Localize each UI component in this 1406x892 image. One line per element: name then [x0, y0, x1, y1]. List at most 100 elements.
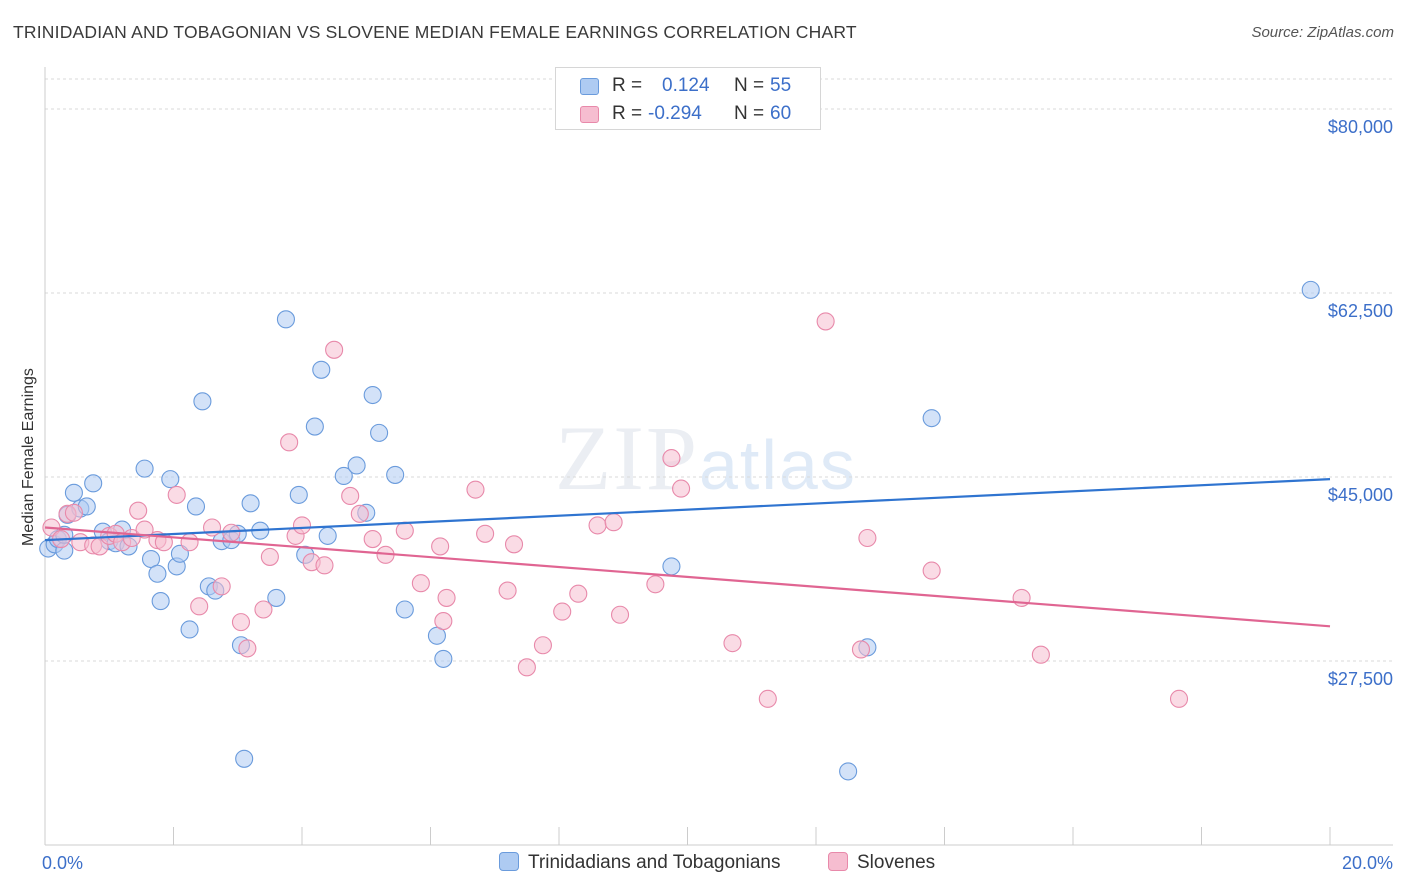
legend-n-label: N = [734, 103, 765, 124]
slovene-point [588, 516, 607, 535]
trinidadian-point [370, 423, 389, 442]
trinidadian-point [839, 762, 858, 781]
x-tick-label: 0.0% [42, 853, 83, 873]
trinidadian-point [186, 497, 206, 516]
legend-swatch-pink [828, 852, 848, 871]
trinidadian-point [151, 592, 170, 611]
legend-n-value: 60 [770, 103, 792, 124]
watermark-atlas: atlas [699, 426, 857, 504]
slovene-point [411, 574, 430, 593]
legend-label: Slovenes [857, 852, 936, 873]
trinidadian-point [386, 465, 405, 484]
slovene-point [646, 575, 665, 594]
slovene-point [858, 528, 877, 548]
trinidadian-point [241, 494, 260, 513]
slovene-point [180, 533, 199, 552]
slovene-point [260, 547, 279, 566]
legend-label: Trinidadians and Tobagonians [528, 852, 781, 873]
slovene-point [350, 504, 369, 523]
slovene-point [569, 584, 588, 603]
slovene-point [254, 600, 273, 619]
trinidadian-point [662, 557, 681, 576]
slovene-point [431, 537, 450, 556]
slovene-point [212, 577, 231, 596]
trinidadian-point [334, 466, 353, 486]
trinidadian-point [289, 485, 308, 504]
series-legend: Trinidadians and Tobagonians Slovenes [0, 850, 1406, 880]
legend-item-trinidadians[interactable]: Trinidadians and Tobagonians [499, 852, 780, 878]
legend-n-value: 55 [770, 75, 792, 96]
slovene-point [280, 433, 299, 452]
trinidadian-point [148, 564, 167, 583]
legend-r-value: -0.294 [648, 103, 702, 124]
slovene-point [363, 530, 382, 549]
slovene-point [1169, 689, 1189, 708]
trinidadian-point [276, 310, 295, 329]
legend-n-label: N = [734, 75, 765, 96]
legend-r-label: R = [612, 103, 643, 124]
trinidadian-point [180, 620, 199, 639]
trinidadian-point [395, 600, 414, 619]
trinidadian-point [84, 474, 103, 493]
trinidadian-point [267, 588, 286, 607]
slovene-point [434, 612, 453, 631]
slovene-point [504, 535, 524, 554]
slovene-point [723, 634, 742, 653]
slovene-point [816, 312, 835, 331]
slovene-point [662, 449, 681, 468]
slovene-point [167, 485, 186, 504]
slovene-point [222, 523, 241, 542]
legend-swatch-pink [580, 106, 599, 123]
slovene-point [341, 486, 360, 506]
slovene-point [395, 521, 414, 540]
legend-swatch-blue [499, 852, 519, 871]
trinidadian-point [170, 544, 189, 563]
slovene-point [315, 556, 334, 575]
y-axis-label: Median Female Earnings [20, 368, 37, 546]
slovene-point [517, 658, 536, 677]
slovene-point [610, 605, 630, 624]
slovene-point [851, 640, 871, 659]
y-tick-label: $80,000 [1328, 117, 1393, 137]
x-tick-label: 20.0% [1342, 853, 1393, 873]
trinidadian-point [347, 456, 366, 475]
slovene-point [325, 340, 344, 359]
trinidadian-point [193, 392, 212, 411]
slovene-point [553, 602, 572, 621]
trinidadian-point [305, 417, 324, 436]
trinidadian-trend-line [44, 478, 1331, 542]
slovene-point [1031, 645, 1050, 664]
legend-swatch-blue [580, 78, 599, 95]
slovene-point [604, 513, 623, 532]
legend-item-slovenes[interactable]: Slovenes [828, 852, 935, 878]
correlation-legend: R = 0.124 N = 55 R = -0.294 N = 60 [555, 67, 821, 130]
trinidadian-point [1301, 280, 1320, 299]
slovene-point [437, 588, 456, 607]
source-label: Source: ZipAtlas.com [1251, 24, 1394, 41]
trinidadian-point [922, 409, 941, 428]
slovene-point [231, 613, 251, 632]
slovene-point [672, 479, 691, 498]
slovene-point [922, 561, 941, 580]
y-tick-label: $45,000 [1328, 485, 1393, 505]
slovene-point [466, 480, 485, 499]
slovene-point [64, 503, 83, 522]
slovene-point [533, 636, 552, 655]
slovene-point [758, 689, 777, 708]
trinidadian-point [235, 749, 254, 768]
slovene-point [498, 581, 517, 600]
y-tick-label: $62,500 [1328, 301, 1393, 321]
trinidadian-point [64, 483, 83, 502]
trinidadian-point [312, 360, 331, 379]
trinidadian-point [363, 385, 382, 405]
trinidadian-point [161, 470, 180, 489]
legend-r-label: R = [612, 75, 643, 96]
chart-title: TRINIDADIAN AND TOBAGONIAN VS SLOVENE ME… [13, 22, 857, 42]
slovene-point [238, 639, 257, 658]
trinidadian-point [434, 649, 453, 668]
trinidadian-point [318, 526, 337, 545]
legend-r-value: 0.124 [662, 75, 710, 96]
slovene-point [129, 501, 148, 520]
y-tick-label: $27,500 [1328, 669, 1393, 689]
